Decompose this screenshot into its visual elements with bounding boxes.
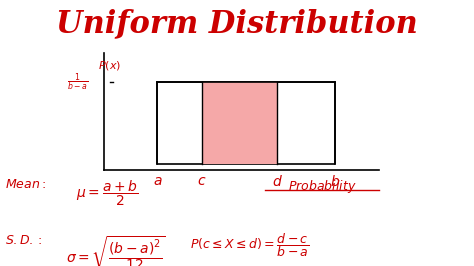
Text: Uniform Distribution: Uniform Distribution xyxy=(56,8,418,39)
Text: $P(x)$: $P(x)$ xyxy=(98,59,121,72)
Text: $\sigma = \sqrt{\dfrac{(b-a)^2}{12}}$: $\sigma = \sqrt{\dfrac{(b-a)^2}{12}}$ xyxy=(66,234,166,266)
Text: $\frac{1}{b-a}$: $\frac{1}{b-a}$ xyxy=(67,71,89,93)
Text: $c$: $c$ xyxy=(197,174,207,188)
Text: $a$: $a$ xyxy=(153,174,162,188)
Text: $\mathit{Mean}:$: $\mathit{Mean}:$ xyxy=(5,178,46,191)
Text: $b$: $b$ xyxy=(330,174,340,189)
Text: $P(c \leq X \leq d) = \dfrac{d-c}{b-a}$: $P(c \leq X \leq d) = \dfrac{d-c}{b-a}$ xyxy=(190,231,309,259)
Text: $\mathit{S.D.}:$: $\mathit{S.D.}:$ xyxy=(5,234,42,247)
Text: $\mu = \dfrac{a+b}{2}$: $\mu = \dfrac{a+b}{2}$ xyxy=(76,178,138,207)
Text: $\it{Probability}$: $\it{Probability}$ xyxy=(288,178,356,195)
Text: $d$: $d$ xyxy=(272,174,283,189)
